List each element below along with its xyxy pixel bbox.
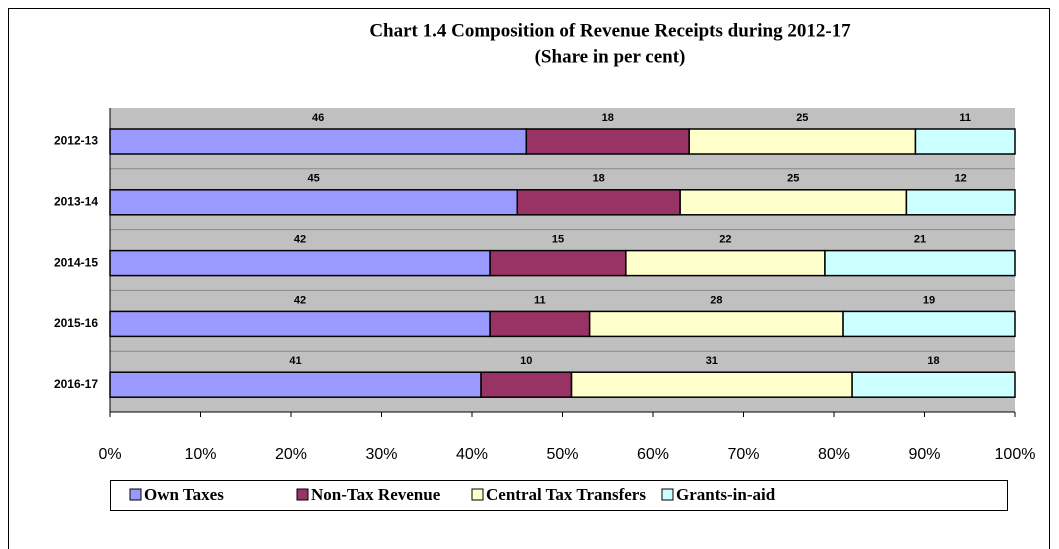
data-label: 18 [927, 355, 939, 367]
data-label: 41 [289, 355, 301, 367]
chart-title: Chart 1.4 Composition of Revenue Receipt… [369, 20, 851, 41]
bar-segment [842, 310, 1016, 338]
data-label: 45 [308, 173, 320, 185]
bar-segment [525, 128, 690, 155]
data-label: 18 [593, 173, 605, 185]
x-tick-label: 100% [995, 446, 1036, 463]
data-label: 15 [552, 234, 564, 246]
data-label: 21 [914, 234, 926, 246]
bar-segment [109, 128, 528, 155]
data-label: 31 [706, 355, 718, 367]
bar-segment [109, 189, 518, 216]
data-label: 19 [923, 294, 935, 306]
data-label: 11 [534, 294, 546, 306]
data-label: 12 [955, 173, 967, 185]
data-label: 28 [710, 294, 722, 306]
legend-swatch [661, 488, 674, 501]
legend-label: Central Tax Transfers [486, 485, 646, 504]
legend-box [110, 480, 1008, 511]
bar-segment [489, 249, 627, 277]
data-label: 10 [520, 355, 532, 367]
legend-label: Non-Tax Revenue [311, 485, 441, 504]
bar-segment [570, 371, 853, 398]
y-tick-label: 2013-14 [54, 194, 98, 208]
x-tick-label: 20% [275, 446, 307, 463]
data-label: 18 [602, 112, 614, 124]
data-label: 42 [294, 294, 306, 306]
x-tick-label: 80% [818, 446, 850, 463]
x-tick-label: 10% [184, 446, 216, 463]
bar-segment [688, 128, 917, 155]
data-label: 11 [959, 112, 971, 124]
data-label: 46 [312, 112, 324, 124]
chart-subtitle: (Share in per cent) [535, 46, 686, 67]
x-tick-label: 30% [365, 446, 397, 463]
y-tick-label: 2015-16 [54, 316, 98, 330]
data-label: 25 [796, 112, 808, 124]
bar-segment [914, 128, 1016, 155]
bar-segment [489, 310, 591, 338]
x-tick-label: 0% [98, 446, 121, 463]
x-tick-label: 70% [727, 446, 759, 463]
y-tick-label: 2014-15 [54, 255, 98, 269]
legend-swatch [471, 488, 484, 501]
bar-segment [109, 249, 491, 277]
x-tick-label: 50% [546, 446, 578, 463]
x-tick-label: 60% [637, 446, 669, 463]
legend-swatch [296, 488, 309, 501]
bar-segment [588, 310, 844, 338]
bar-segment [851, 371, 1016, 398]
legend-label: Own Taxes [144, 485, 224, 504]
bar-segment [625, 249, 826, 277]
data-label: 42 [294, 234, 306, 246]
bar-segment [905, 189, 1016, 216]
x-tick-label: 90% [908, 446, 940, 463]
bar-segment [516, 189, 681, 216]
y-tick-label: 2012-13 [54, 134, 98, 148]
legend-swatch [129, 488, 142, 501]
y-tick-label: 2016-17 [54, 377, 98, 391]
legend-label: Grants-in-aid [676, 485, 776, 504]
bar-segment [679, 189, 908, 216]
x-tick-label: 40% [456, 446, 488, 463]
bar-segment [480, 371, 573, 398]
data-label: 22 [719, 234, 731, 246]
bar-segment [824, 249, 1016, 277]
bar-segment [109, 371, 482, 398]
data-label: 25 [787, 173, 799, 185]
bar-segment [109, 310, 491, 338]
